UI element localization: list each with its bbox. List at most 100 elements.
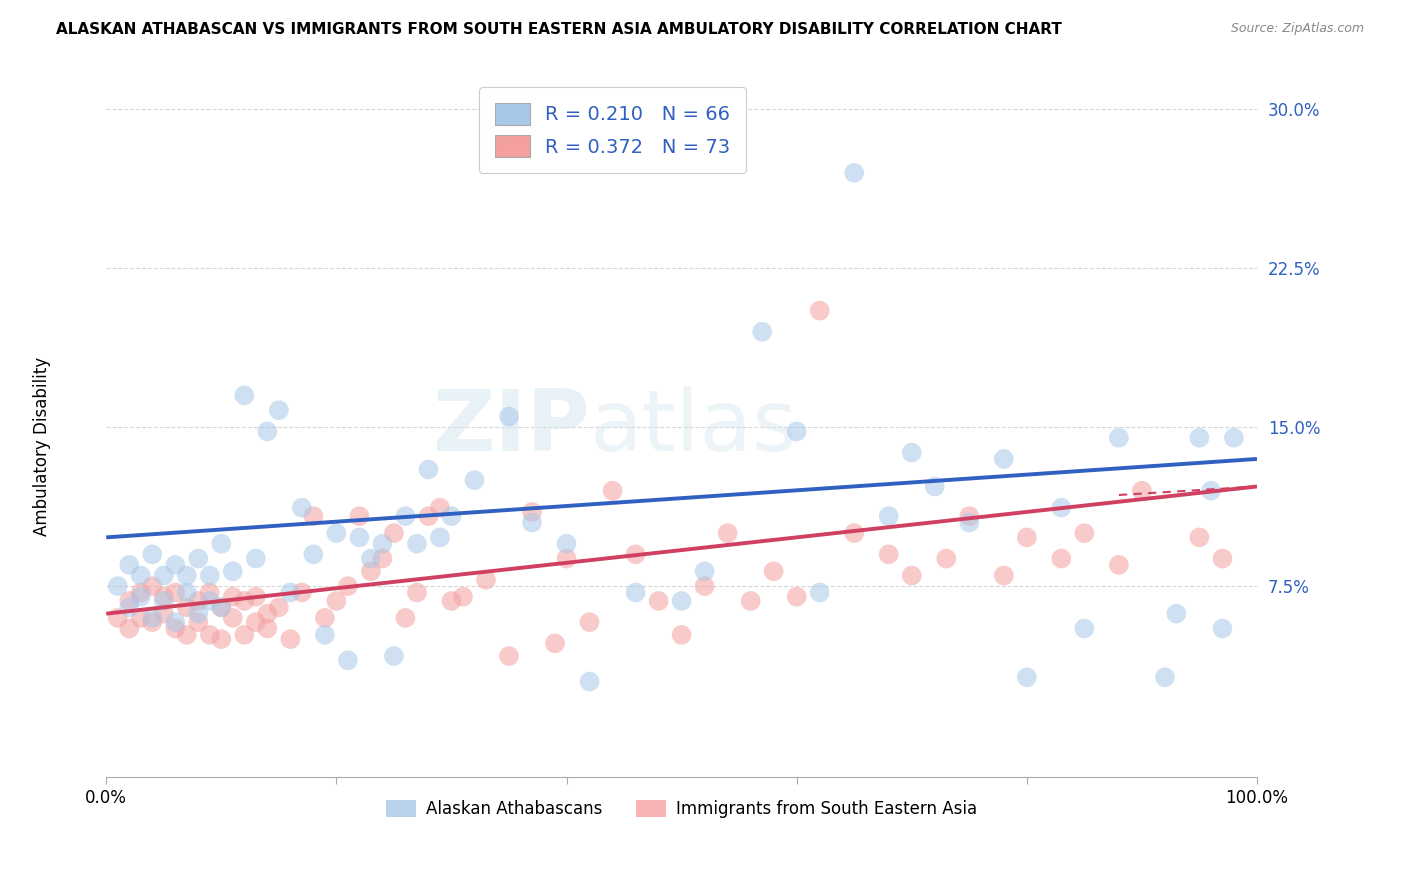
Point — [418, 462, 440, 476]
Point — [198, 568, 221, 582]
Point — [118, 600, 141, 615]
Point — [693, 564, 716, 578]
Point — [751, 325, 773, 339]
Point — [336, 653, 359, 667]
Point — [222, 611, 245, 625]
Point — [394, 611, 416, 625]
Point — [280, 632, 302, 646]
Point — [349, 509, 371, 524]
Point — [671, 594, 693, 608]
Point — [176, 585, 198, 599]
Point — [118, 622, 141, 636]
Point — [245, 551, 267, 566]
Point — [808, 303, 831, 318]
Point — [406, 585, 429, 599]
Point — [129, 585, 152, 599]
Point — [520, 516, 543, 530]
Point — [498, 648, 520, 663]
Point — [165, 615, 187, 629]
Point — [1166, 607, 1188, 621]
Point — [382, 526, 405, 541]
Point — [717, 526, 740, 541]
Point — [152, 607, 174, 621]
Point — [187, 594, 209, 608]
Point — [187, 607, 209, 621]
Point — [129, 590, 152, 604]
Point — [256, 622, 278, 636]
Point — [198, 594, 221, 608]
Point — [256, 425, 278, 439]
Point — [209, 632, 232, 646]
Point — [325, 594, 347, 608]
Point — [245, 590, 267, 604]
Point — [325, 526, 347, 541]
Point — [152, 568, 174, 582]
Point — [1050, 500, 1073, 515]
Point — [1108, 558, 1130, 572]
Point — [152, 594, 174, 608]
Point — [176, 628, 198, 642]
Point — [429, 500, 451, 515]
Point — [198, 628, 221, 642]
Point — [786, 590, 808, 604]
Point — [1188, 530, 1211, 544]
Point — [267, 600, 290, 615]
Point — [877, 547, 900, 561]
Point — [786, 425, 808, 439]
Point — [544, 636, 567, 650]
Point — [360, 564, 382, 578]
Point — [935, 551, 957, 566]
Point — [463, 473, 485, 487]
Point — [165, 558, 187, 572]
Point — [371, 537, 394, 551]
Point — [129, 611, 152, 625]
Point — [624, 585, 647, 599]
Point — [256, 607, 278, 621]
Point — [1073, 622, 1095, 636]
Point — [624, 547, 647, 561]
Point — [602, 483, 624, 498]
Point — [371, 551, 394, 566]
Point — [222, 590, 245, 604]
Point — [107, 579, 129, 593]
Point — [209, 600, 232, 615]
Point — [245, 615, 267, 629]
Point — [993, 452, 1015, 467]
Point — [165, 622, 187, 636]
Legend: Alaskan Athabascans, Immigrants from South Eastern Asia: Alaskan Athabascans, Immigrants from Sou… — [380, 793, 984, 824]
Point — [440, 594, 463, 608]
Point — [957, 516, 980, 530]
Point — [233, 594, 256, 608]
Point — [578, 674, 600, 689]
Point — [808, 585, 831, 599]
Point — [141, 615, 163, 629]
Point — [187, 615, 209, 629]
Point — [141, 579, 163, 593]
Point — [291, 585, 314, 599]
Point — [314, 611, 336, 625]
Point — [314, 628, 336, 642]
Point — [1188, 431, 1211, 445]
Point — [520, 505, 543, 519]
Point — [440, 509, 463, 524]
Point — [1073, 526, 1095, 541]
Point — [209, 600, 232, 615]
Point — [394, 509, 416, 524]
Point — [118, 558, 141, 572]
Point — [382, 648, 405, 663]
Point — [1130, 483, 1153, 498]
Point — [1199, 483, 1222, 498]
Point — [280, 585, 302, 599]
Point — [141, 611, 163, 625]
Point — [1108, 431, 1130, 445]
Point — [877, 509, 900, 524]
Text: atlas: atlas — [589, 385, 797, 468]
Point — [176, 568, 198, 582]
Point — [900, 445, 922, 459]
Point — [107, 611, 129, 625]
Point — [187, 551, 209, 566]
Point — [451, 590, 474, 604]
Point — [360, 551, 382, 566]
Point — [267, 403, 290, 417]
Point — [152, 590, 174, 604]
